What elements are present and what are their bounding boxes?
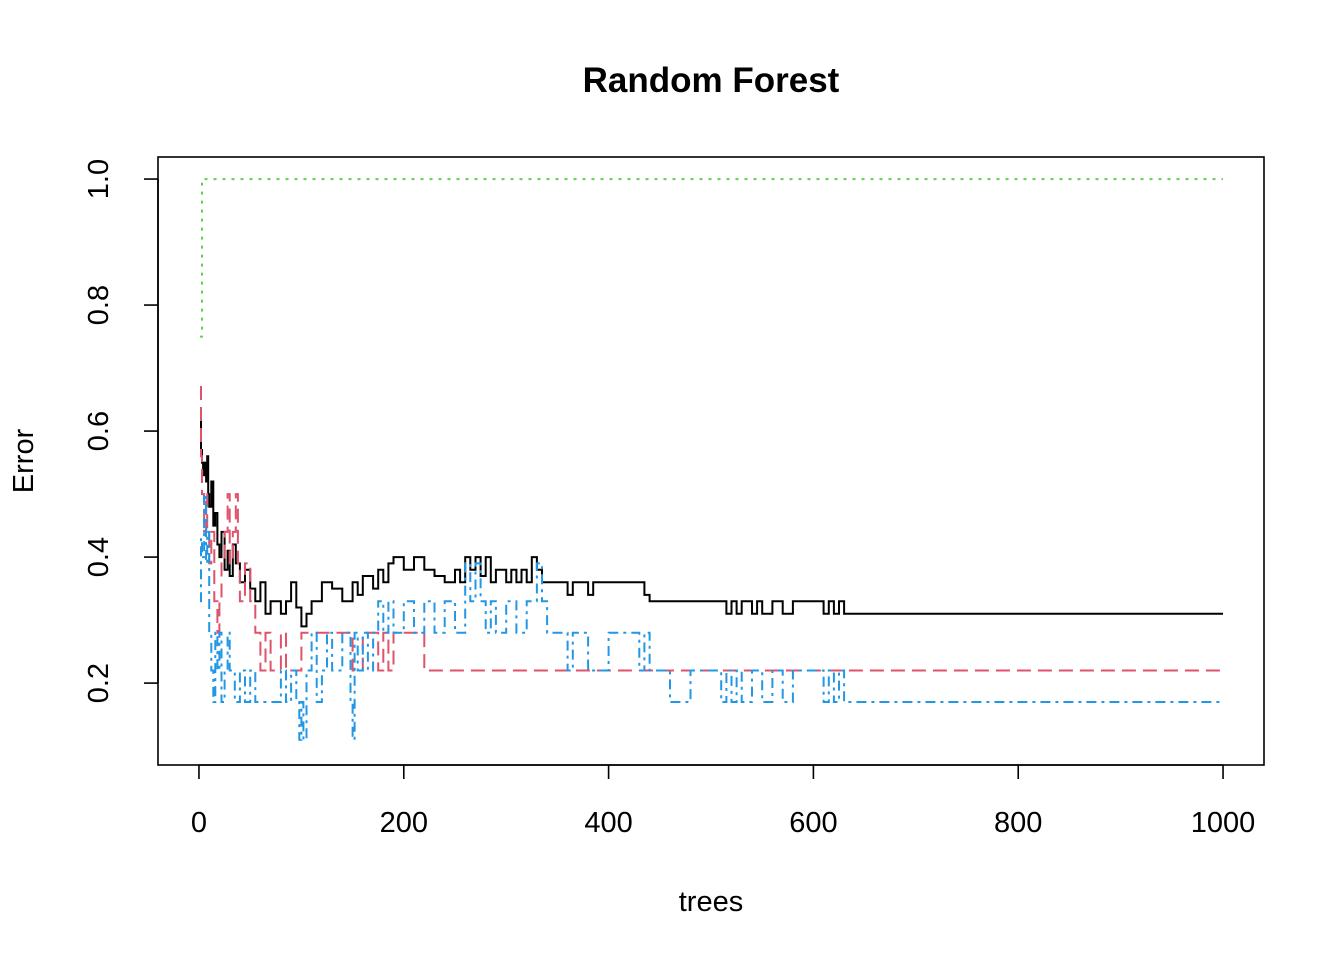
- x-tick-label: 0: [191, 807, 207, 839]
- series-line-2: [200, 386, 1223, 672]
- x-tick-label: 1000: [1191, 807, 1256, 839]
- y-tick-label: 0.8: [83, 285, 115, 325]
- y-tick-label: 0.6: [83, 411, 115, 451]
- y-axis-label: Error: [8, 428, 40, 493]
- y-axis: 0.2 0.4 0.6 0.8 1.0: [83, 159, 159, 703]
- x-tick-label: 800: [994, 807, 1042, 839]
- y-tick-label: 0.2: [83, 663, 115, 703]
- series-line-1: [200, 417, 1223, 628]
- chart-title: Random Forest: [583, 61, 840, 100]
- series-line-4: [200, 493, 1223, 741]
- x-tick-label: 400: [584, 807, 632, 839]
- plot-frame: [157, 156, 1265, 766]
- x-tick-label: 200: [380, 807, 428, 839]
- x-tick-label: 600: [789, 807, 837, 839]
- y-tick-label: 0.4: [83, 537, 115, 577]
- x-axis-label: trees: [679, 886, 743, 918]
- y-tick-label: 1.0: [83, 159, 115, 199]
- x-axis: 0 200 400 600 800 1000: [191, 764, 1256, 839]
- series-layer: [200, 178, 1223, 741]
- series-line-3: [200, 178, 1223, 338]
